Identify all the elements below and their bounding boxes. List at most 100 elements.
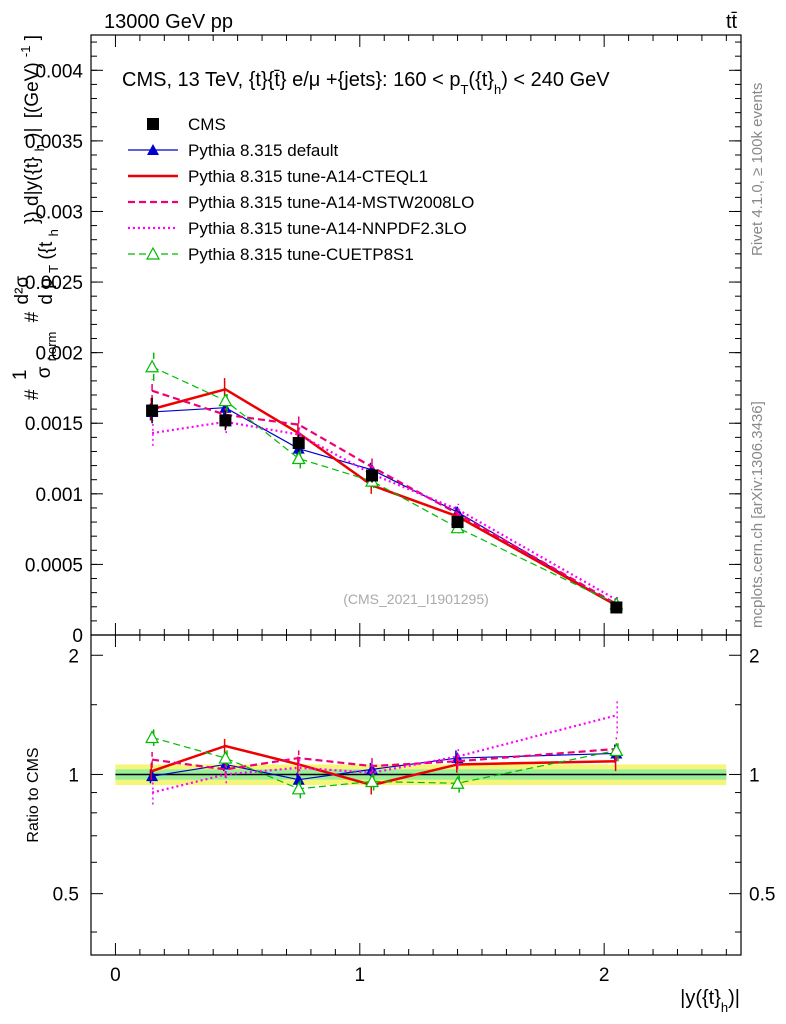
main-series-group <box>145 352 624 614</box>
ylabel-one: 1 <box>10 370 31 381</box>
title-sub-T: T <box>460 82 468 97</box>
legend-item: Pythia 8.315 default <box>128 141 339 160</box>
ylabel-sigma: σ <box>34 366 55 378</box>
ylabel-ts: ({t <box>36 241 57 260</box>
main-y-tick-label: 0.003 <box>35 202 83 223</box>
series-line <box>151 389 617 605</box>
legend-label: Pythia 8.315 default <box>188 141 339 160</box>
legend-marker <box>147 118 159 130</box>
legend-marker <box>147 144 159 155</box>
legend-label: Pythia 8.315 tune-A14-CTEQL1 <box>188 167 428 186</box>
legend-item: Pythia 8.315 tune-A14-MSTW2008LO <box>128 193 474 212</box>
ratio-y-tick-label: 1 <box>68 765 79 786</box>
xlabel-close: )| <box>728 987 740 1009</box>
series-line <box>151 366 617 605</box>
main-y-tick-label: 0.004 <box>35 61 83 82</box>
series-0 <box>146 397 623 614</box>
main-y-axis-label: # 1 σ norm # d²σ d p T ({t h }) d|y({t} … <box>10 35 63 400</box>
xlabel-main: |y({t} <box>680 987 721 1009</box>
title-sub-h: h <box>494 82 501 97</box>
ratio-tick-labels: 0.5 0.5 1 1 2 2 0 1 2 <box>53 646 776 986</box>
ratio-y-tick-label-right: 0.5 <box>749 885 775 906</box>
main-y-tick-label: 0.0015 <box>25 414 83 435</box>
ylabel-norm: norm <box>44 332 59 362</box>
header-right-label: tt̄ <box>726 11 738 33</box>
x-tick-label: 2 <box>599 965 610 986</box>
ratio-series-group <box>145 699 624 805</box>
series-line <box>151 420 617 601</box>
data-point <box>451 516 464 529</box>
ratio-point <box>292 773 305 785</box>
ratio-series-5 <box>145 729 624 799</box>
legend-label: Pythia 8.315 tune-A14-MSTW2008LO <box>188 193 474 212</box>
legend-label: CMS <box>188 115 226 134</box>
data-point <box>219 401 232 413</box>
ratio-point <box>291 781 306 795</box>
ylabel-dp: d p <box>36 278 57 304</box>
ratio-point <box>450 776 465 789</box>
main-y-tick-label: 0.001 <box>35 485 83 506</box>
series-3 <box>151 379 618 607</box>
series-line <box>152 407 617 606</box>
data-point <box>292 437 305 449</box>
ratio-point <box>145 730 160 744</box>
ylabel-d2sigma: d²σ <box>12 276 33 305</box>
data-point <box>146 404 159 417</box>
ratio-line <box>151 736 617 790</box>
title-pre: CMS, 13 TeV, {t}{t̄} e/μ +{jets}: 160 < … <box>122 69 460 91</box>
legend-item: CMS <box>147 115 226 134</box>
ratio-y-tick-label: 2 <box>68 646 79 667</box>
data-point <box>218 393 233 407</box>
data-point <box>145 359 160 373</box>
legend-marker <box>145 246 161 260</box>
ylabel-hash-1: # <box>22 389 43 400</box>
ratio-point <box>609 743 624 757</box>
analysis-watermark: (CMS_2021_I1901295) <box>343 591 489 607</box>
series-1 <box>146 399 623 611</box>
legend-item: Pythia 8.315 tune-A14-CTEQL1 <box>128 167 428 186</box>
main-y-tick-label: 0 <box>72 626 83 647</box>
legend-item: Pythia 8.315 tune-CUETP8S1 <box>128 245 414 264</box>
ratio-axis-ticks <box>91 635 741 955</box>
data-point <box>610 601 623 614</box>
ratio-y-axis-label: Ratio to CMS <box>25 747 42 842</box>
series-4 <box>151 410 618 604</box>
ratio-line <box>151 747 617 771</box>
ylabel-T: T <box>46 265 61 273</box>
ratio-line <box>151 744 617 787</box>
legend-item: Pythia 8.315 tune-A14-NNPDF2.3LO <box>128 219 467 238</box>
main-axis-ticks <box>91 35 741 636</box>
ratio-point <box>365 774 380 788</box>
ratio-y-tick-label: 0.5 <box>53 885 79 906</box>
ylabel-unit: [(GeV) <box>22 62 43 118</box>
ylabel-h2: h <box>32 144 47 151</box>
series-line <box>151 388 617 607</box>
mcplots-label: mcplots.cern.ch [arXiv:1306.3436] <box>749 401 766 628</box>
main-y-tick-labels: 0 0.0005 0.001 0.0015 0.002 0.0025 0.003 0.0035… <box>25 61 84 647</box>
legend: CMS Pythia 8.315 default Pythia 8.315 tune… <box>128 115 474 264</box>
ylabel-unit-exp: -1 <box>18 46 33 58</box>
rivet-label: Rivet 4.1.0, ≥ 100k events <box>749 83 766 256</box>
data-point <box>219 414 232 427</box>
svg-text:# 1 σ norm: # 1 σ norm # d²σ d p T ({t h }) d|y({t} … <box>10 35 63 400</box>
x-tick-label: 1 <box>355 965 366 986</box>
xlabel-sub-h: h <box>721 1000 728 1015</box>
legend-label: Pythia 8.315 tune-A14-NNPDF2.3LO <box>188 219 467 238</box>
main-y-tick-label: 0.0025 <box>25 273 83 294</box>
ylabel-hash-2: # <box>22 311 43 322</box>
ylabel-unit-close: ] <box>22 35 43 40</box>
x-axis-label: |y({t}h)| <box>680 987 740 1015</box>
x-tick-label: 0 <box>110 965 121 986</box>
ylabel-h1: h <box>46 229 61 236</box>
ratio-y-tick-label-right: 1 <box>749 765 760 786</box>
ratio-point <box>146 770 159 782</box>
legend-label: Pythia 8.315 tune-CUETP8S1 <box>188 245 414 264</box>
ylabel-close: )| <box>22 128 43 139</box>
ratio-panel-frame <box>90 634 742 956</box>
ratio-point <box>218 750 233 764</box>
header-left-label: 13000 GeV pp <box>104 11 233 33</box>
ratio-line <box>151 714 617 794</box>
main-y-tick-label: 0.0035 <box>25 132 83 153</box>
data-point <box>366 469 379 482</box>
